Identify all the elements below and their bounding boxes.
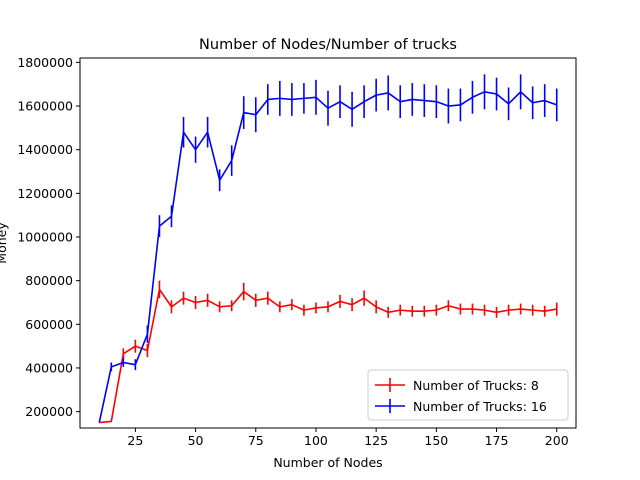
y-tick-label: 1800000 [17, 55, 73, 70]
y-tick-label: 1200000 [17, 186, 73, 201]
y-tick-label: 1400000 [17, 142, 73, 157]
x-tick-label: 50 [188, 433, 204, 448]
y-tick-label: 600000 [25, 317, 73, 332]
x-tick-label: 200 [545, 433, 569, 448]
x-tick-label: 125 [364, 433, 388, 448]
legend-entry-trucks-8: Number of Trucks: 8 [375, 378, 539, 393]
x-tick-label: 75 [248, 433, 264, 448]
y-axis-ticks: 200000 400000 600000 800000 1000000 1200000 14… [17, 55, 80, 419]
legend-label-trucks-8: Number of Trucks: 8 [413, 378, 539, 393]
series-0 [99, 280, 558, 424]
legend-box [367, 369, 569, 421]
legend-entry-trucks-16: Number of Trucks: 16 [375, 399, 547, 414]
legend: Number of Trucks: 8 Number of Trucks: 16 [367, 369, 569, 421]
y-tick-label: 1000000 [17, 229, 73, 244]
legend-label-trucks-16: Number of Trucks: 16 [413, 399, 547, 414]
plot-frame [79, 57, 577, 429]
chart-title: Number of Nodes/Number of trucks [199, 37, 457, 53]
x-tick-label: 150 [424, 433, 448, 448]
x-axis-label: Number of Nodes [273, 455, 382, 470]
y-tick-label: 200000 [25, 404, 73, 419]
y-tick-label: 800000 [25, 273, 73, 288]
x-axis-ticks: 25 50 75 100 125 150 175 200 [127, 428, 569, 448]
y-tick-label: 1600000 [17, 99, 73, 114]
x-tick-label: 175 [485, 433, 509, 448]
x-tick-label: 100 [304, 433, 328, 448]
y-tick-label: 400000 [25, 360, 73, 375]
series-layer [98, 74, 558, 424]
series-1 [98, 74, 558, 423]
x-tick-label: 25 [127, 433, 143, 448]
y-axis-label: Money [0, 222, 9, 264]
plot-area [98, 74, 558, 424]
